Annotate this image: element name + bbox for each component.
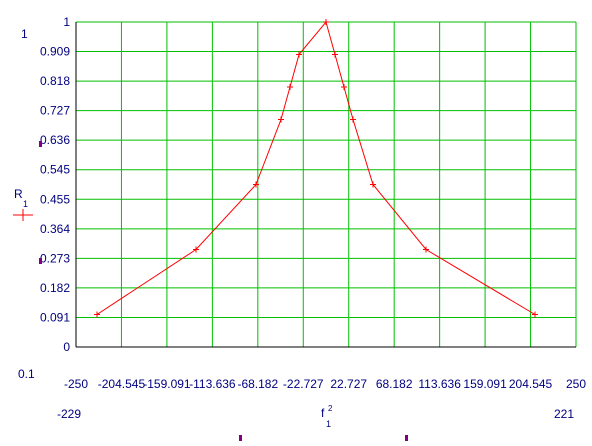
x-tick-label: -204.545 bbox=[98, 377, 146, 391]
y-range-max-label: 1 bbox=[21, 27, 28, 41]
series-line bbox=[96, 20, 536, 315]
x-tick-label: -22.727 bbox=[283, 377, 324, 391]
x-tick-label: 22.727 bbox=[330, 377, 367, 391]
x-axis-label: f bbox=[321, 406, 325, 420]
data-point-marker bbox=[370, 181, 376, 188]
x-tick-label: 113.636 bbox=[418, 377, 461, 391]
y-tick-label: 0.818 bbox=[40, 74, 70, 88]
y-axis-legend-marker bbox=[13, 209, 33, 221]
y-tick-label: 0.182 bbox=[40, 281, 70, 295]
y-tick-labels: 0 0.091 0.182 0.273 0.364 0.455 0.545 0.636 0.72… bbox=[40, 15, 70, 354]
data-point-marker bbox=[323, 19, 329, 25]
y-axis-marker-bottom bbox=[39, 258, 42, 264]
data-point-marker bbox=[193, 246, 199, 253]
y-tick-label: 0.455 bbox=[40, 192, 70, 206]
data-point-marker bbox=[278, 116, 284, 123]
y-tick-label: 0.273 bbox=[40, 251, 70, 265]
y-tick-label: 0.909 bbox=[40, 45, 70, 59]
data-point-marker bbox=[94, 311, 100, 318]
y-tick-label: 0.727 bbox=[40, 104, 70, 118]
x-tick-label: 250 bbox=[566, 377, 586, 391]
data-point-marker bbox=[253, 181, 259, 188]
x-axis-label-subscript: 1 bbox=[326, 419, 331, 429]
y-tick-label: 0.636 bbox=[40, 133, 70, 147]
data-point-marker bbox=[332, 51, 338, 58]
y-axis-label: R bbox=[14, 187, 23, 201]
y-axis-label-subscript: 1 bbox=[23, 199, 28, 209]
x-range-min-label: -229 bbox=[57, 407, 81, 421]
y-range-min-label: 0.1 bbox=[18, 367, 35, 381]
x-tick-label: -250 bbox=[64, 377, 88, 391]
x-axis-label-superscript: 2 bbox=[328, 404, 333, 413]
x-tick-labels: -250 -204.545-159.091-113.636 -68.182 -22.7… bbox=[64, 377, 586, 391]
plot-frame bbox=[75, 22, 576, 348]
y-tick-label: 0 bbox=[63, 340, 70, 354]
x-tick-label: 159.091 bbox=[463, 377, 507, 391]
x-range-max-label: 221 bbox=[554, 407, 574, 421]
data-point-marker bbox=[341, 84, 347, 90]
x-tick-label: -68.182 bbox=[237, 377, 278, 391]
data-point-marker bbox=[287, 84, 293, 90]
x-tick-label: -159.091 bbox=[143, 377, 191, 391]
y-axis-marker-top bbox=[39, 141, 42, 147]
data-point-marker bbox=[296, 51, 302, 58]
data-point-marker bbox=[532, 311, 538, 318]
y-tick-label: 0.364 bbox=[40, 222, 70, 236]
x-tick-label: -113.636 bbox=[189, 377, 236, 391]
y-tick-label: 0.545 bbox=[40, 163, 70, 177]
x-axis-marker-left bbox=[239, 435, 242, 441]
x-tick-label: 68.182 bbox=[376, 377, 413, 391]
data-point-marker bbox=[350, 116, 356, 123]
series-group bbox=[94, 19, 538, 318]
y-tick-label: 0.091 bbox=[40, 310, 70, 324]
x-tick-label: 204.545 bbox=[509, 377, 553, 391]
x-axis-marker-right bbox=[405, 435, 408, 441]
grid bbox=[75, 21, 577, 348]
y-tick-label: 1 bbox=[63, 15, 70, 29]
data-point-marker bbox=[423, 246, 429, 253]
